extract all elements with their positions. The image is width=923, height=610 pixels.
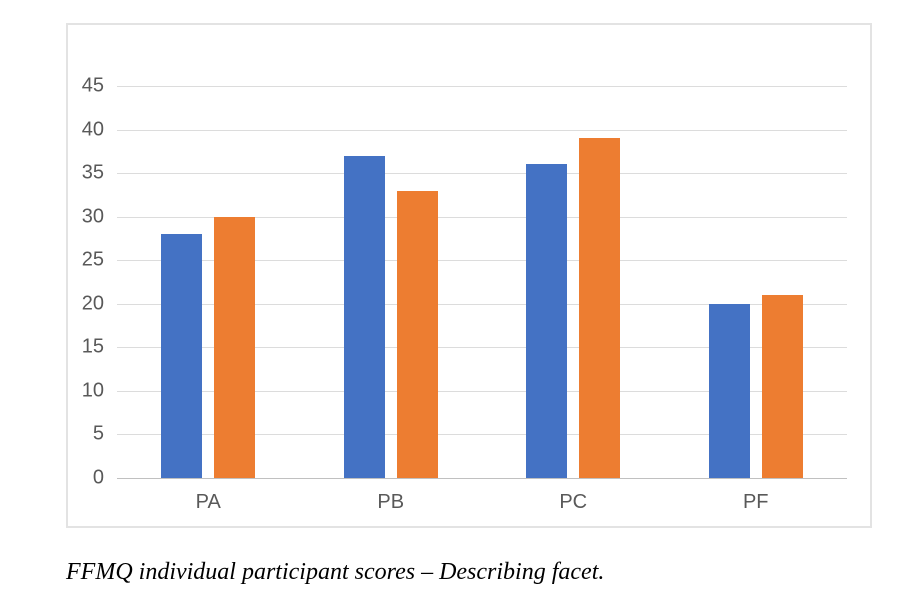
gridline: [117, 129, 847, 131]
gridline: [117, 260, 847, 262]
bar-pf-series1: [708, 303, 750, 478]
y-tick-label: 45: [81, 74, 104, 97]
plot-area: [117, 86, 847, 479]
bar-pb-series1: [343, 155, 385, 478]
y-tick-label: 30: [81, 205, 104, 228]
bar-pc-series1: [526, 164, 568, 478]
x-axis-label-pa: PA: [195, 491, 221, 513]
bar-pa-series2: [214, 216, 256, 478]
gridline: [117, 216, 847, 218]
x-axis-label-pc: PC: [559, 491, 588, 513]
chart-container: 45 40 35 30 25 20 15 10 5 0 PA PB PC PF: [66, 23, 872, 528]
y-tick-label: 35: [81, 161, 104, 184]
gridline: [117, 173, 847, 175]
bar-pc-series2: [579, 138, 621, 478]
gridline: [117, 303, 847, 305]
y-tick-label: 25: [81, 248, 104, 271]
gridline: [117, 347, 847, 349]
bar-pb-series2: [396, 190, 438, 478]
x-axis-line: [117, 478, 847, 479]
x-axis-label-pb: PB: [377, 491, 405, 513]
y-tick-label: 40: [81, 118, 104, 141]
gridline: [117, 86, 847, 87]
figure-caption: FFMQ individual participant scores – Des…: [66, 559, 605, 585]
bar-pa-series1: [161, 234, 203, 478]
gridline: [117, 390, 847, 392]
gridline: [117, 434, 847, 436]
y-tick-label: 10: [81, 379, 104, 402]
y-tick-label: 0: [92, 466, 104, 489]
y-tick-label: 20: [81, 292, 104, 315]
y-tick-label: 5: [92, 422, 104, 445]
y-tick-label: 15: [81, 335, 104, 358]
x-axis-label-pf: PF: [742, 491, 769, 513]
bar-pf-series2: [761, 295, 803, 478]
